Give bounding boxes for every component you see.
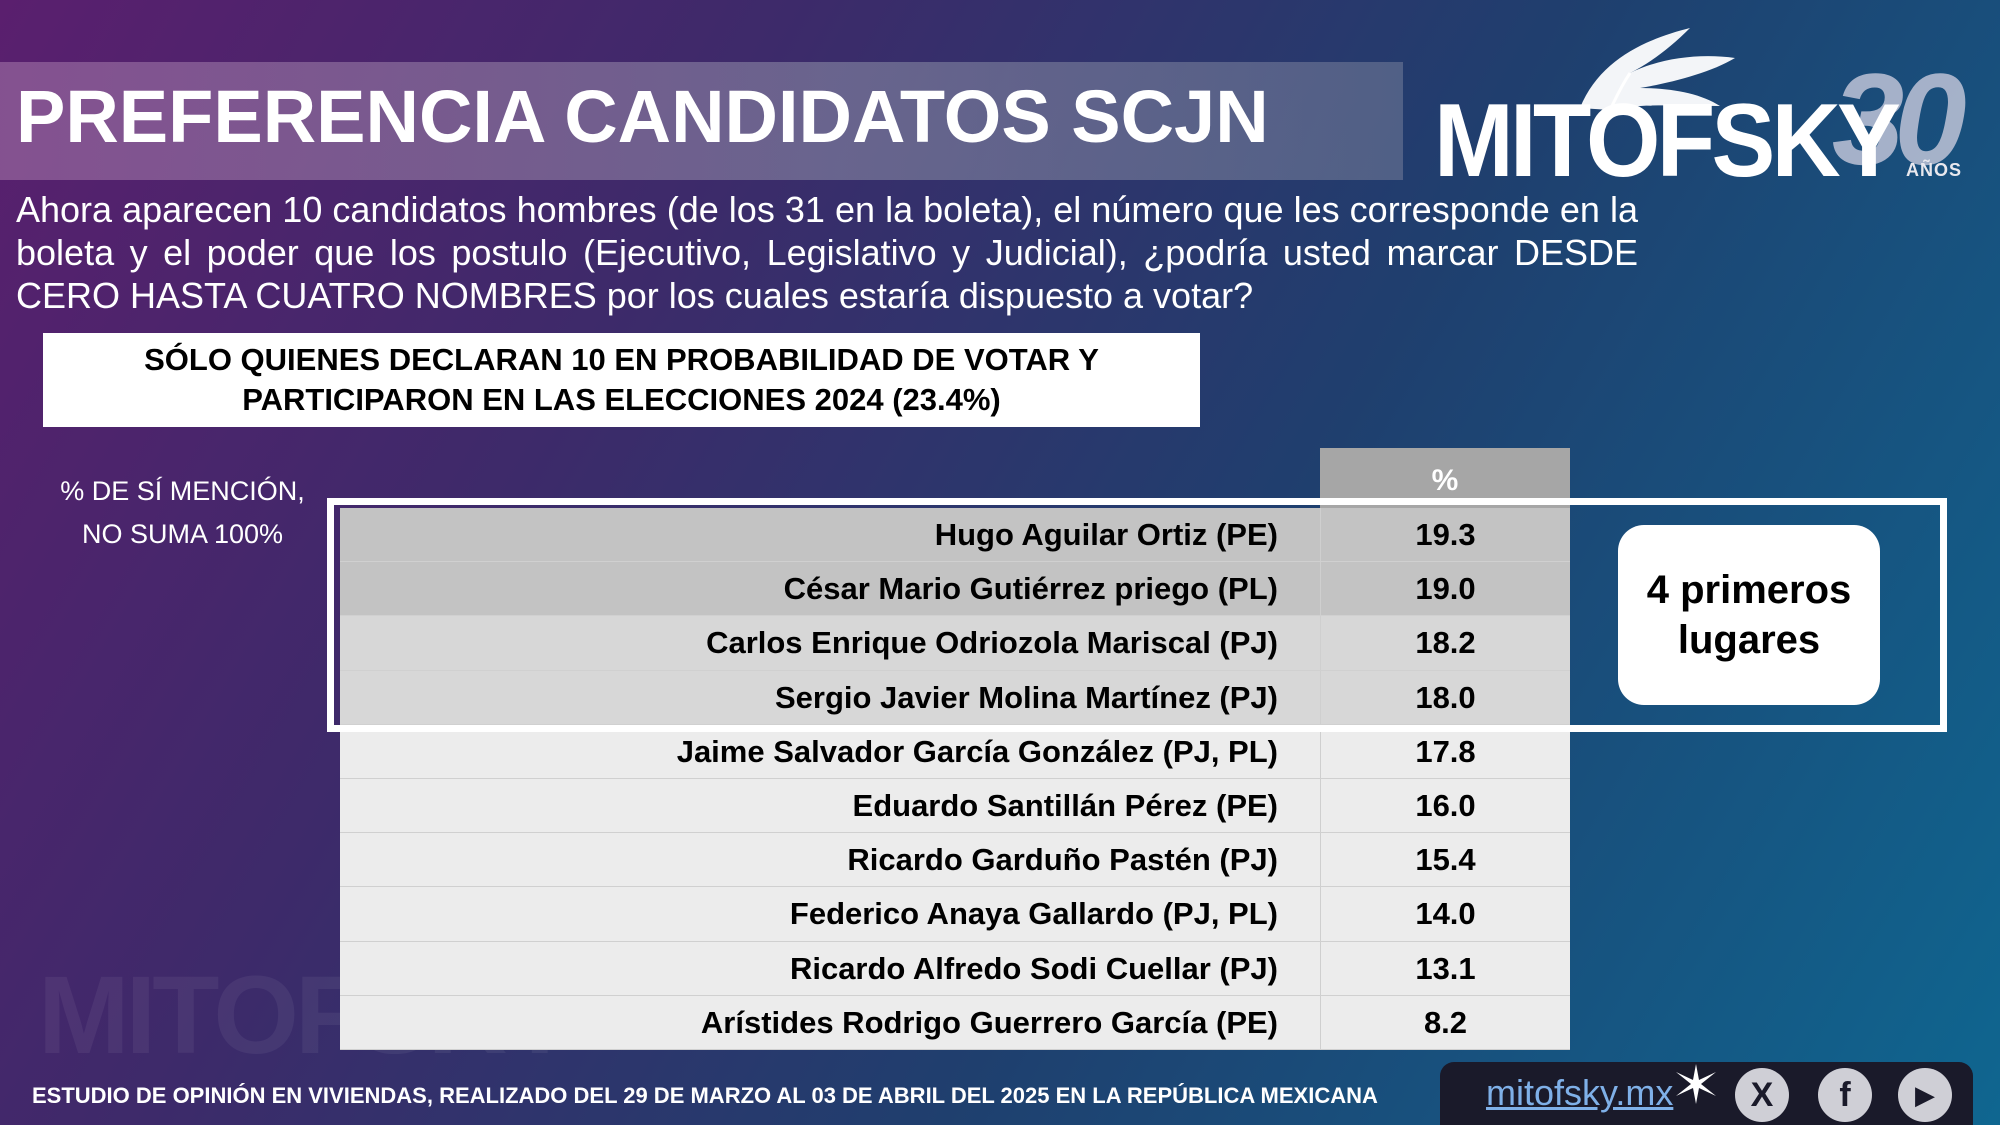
website-link[interactable]: mitofsky.mx [1486,1072,1674,1113]
candidate-percent: 17.8 [1320,724,1570,778]
question-text: Ahora aparecen 10 candidatos hombres (de… [16,189,1638,316]
candidate-percent: 13.1 [1320,941,1570,995]
mitofsky-logo [1430,18,1970,193]
candidate-percent: 15.4 [1320,833,1570,887]
table-row: Jaime Salvador García González (PJ, PL) 1… [340,724,1570,779]
table-row: Ricardo Alfredo Sodi Cuellar (PJ) 13.1 [340,941,1570,996]
candidate-percent: 16.0 [1320,778,1570,833]
sparkle-icon [1676,1064,1716,1104]
candidates-table: % Hugo Aguilar Ortiz (PE) 19.3 César Mario… [340,448,1570,1050]
mention-note: % DE SÍ MENCIÓN, NO SUMA 100% [60,476,305,549]
row-separator [1282,833,1320,886]
callout-text: 4 primeros lugares [1646,568,1852,662]
candidate-name: Carlos Enrique Odriozola Mariscal (PJ) [706,625,1278,661]
row-separator [1282,725,1320,778]
candidate-name: Eduardo Santillán Pérez (PE) [852,787,1278,823]
table-header: % [340,448,1570,508]
row-separator [1282,996,1320,1049]
candidate-name: Ricardo Garduño Pastén (PJ) [847,842,1278,878]
row-separator [1282,887,1320,940]
logo-anos: AÑOS [1906,160,1963,180]
candidate-name: Sergio Javier Molina Martínez (PJ) [774,679,1278,715]
table-row: Hugo Aguilar Ortiz (PE) 19.3 [340,508,1570,563]
title-banner [0,62,1403,180]
table-row: Arístides Rodrigo Guerrero García (PE) 8.… [340,995,1570,1050]
candidate-name: Jaime Salvador García González (PJ, PL) [676,733,1278,769]
logo-30: 30 [1832,46,1967,192]
study-footnote: ESTUDIO DE OPINIÓN EN VIVIENDAS, REALIZA… [32,1083,1378,1108]
table-row: Eduardo Santillán Pérez (PE) 16.0 [340,778,1570,834]
facebook-icon[interactable]: f [1818,1068,1872,1122]
candidate-percent: 18.0 [1320,670,1570,724]
candidate-name: Hugo Aguilar Ortiz (PE) [934,517,1278,552]
row-separator [1282,942,1320,995]
candidate-percent: 8.2 [1320,995,1570,1049]
table-row: Sergio Javier Molina Martínez (PJ) 18.0 [340,670,1570,725]
candidate-name: Federico Anaya Gallardo (PJ, PL) [789,896,1278,932]
candidate-percent: 18.2 [1320,616,1570,670]
bird-logo-icon [1580,28,1735,111]
table-row: Ricardo Garduño Pastén (PJ) 15.4 [340,833,1570,888]
percent-column-header: % [1320,448,1570,508]
candidate-percent: 19.0 [1320,562,1570,616]
filter-box: SÓLO QUIENES DECLARAN 10 EN PROBABILIDAD… [43,333,1200,427]
table-row: Carlos Enrique Odriozola Mariscal (PJ) 18… [340,616,1570,671]
candidate-name: Arístides Rodrigo Guerrero García (PE) [700,1004,1278,1040]
row-separator [1282,562,1320,615]
table-body: Hugo Aguilar Ortiz (PE) 19.3 César Mario G… [340,508,1570,1050]
row-separator [1282,671,1320,724]
candidate-name: César Mario Gutiérrez priego (PL) [783,571,1278,607]
footer-bar [1440,1062,1973,1125]
candidate-percent: 14.0 [1320,887,1570,941]
row-separator [1282,508,1320,561]
logo-text: MITOFSKY [1434,83,1901,199]
table-row: Federico Anaya Gallardo (PJ, PL) 14.0 [340,887,1570,942]
filter-label: SÓLO QUIENES DECLARAN 10 EN PROBABILIDAD… [144,342,1099,417]
table-row: César Mario Gutiérrez priego (PL) 19.0 [340,562,1570,617]
candidate-name: Ricardo Alfredo Sodi Cuellar (PJ) [789,950,1278,986]
page-title: PREFERENCIA CANDIDATOS SCJN [16,75,1269,158]
row-separator [1282,616,1320,669]
row-separator [1282,779,1320,832]
youtube-icon[interactable]: ▶ [1898,1068,1952,1122]
candidate-percent: 19.3 [1320,508,1570,562]
x-social-icon[interactable]: X [1735,1068,1789,1122]
top-four-callout: 4 primeros lugares [1618,525,1880,705]
